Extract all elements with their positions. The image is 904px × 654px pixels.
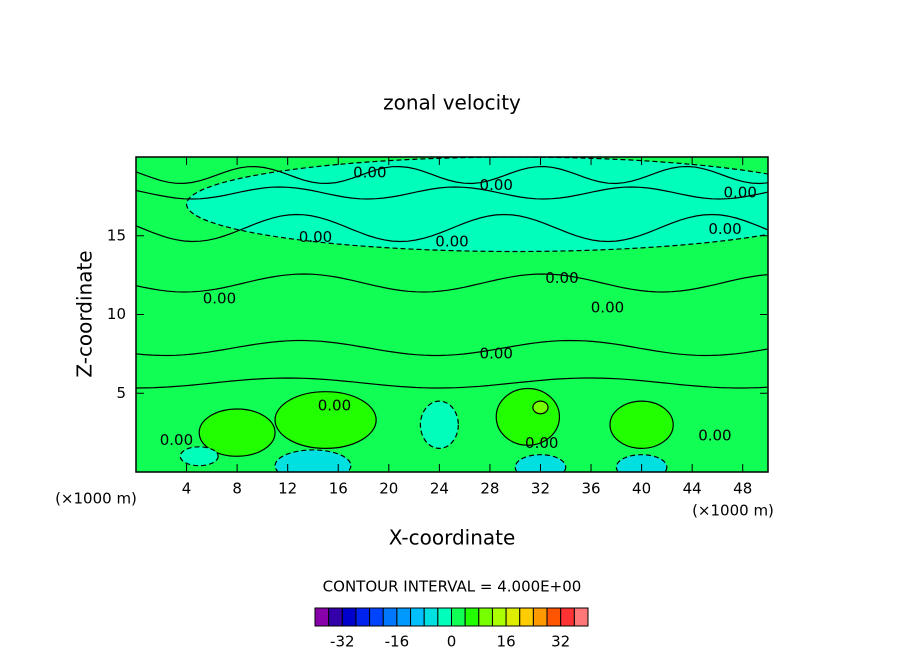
colorbar-swatch (546, 607, 562, 627)
x-tick-label: 12 (278, 480, 297, 498)
y-tick-label: 5 (116, 384, 126, 402)
y-tick-label: 15 (107, 226, 126, 244)
x-tick-label: 8 (232, 480, 242, 498)
colorbar-swatch (560, 607, 575, 627)
colorbar-tick-label: 16 (497, 633, 516, 651)
contour-line (136, 213, 768, 243)
x-tick-label: 28 (480, 480, 499, 498)
x-tick-label: 20 (379, 480, 398, 498)
y-tick-label: 10 (107, 305, 126, 323)
x-unit: (×1000 m) (692, 502, 774, 520)
contour-region (615, 454, 668, 472)
contour-label: 0.00 (480, 344, 513, 362)
colorbar-tick-label: -16 (385, 633, 410, 651)
colorbar-swatch (437, 607, 453, 627)
colorbar-swatch (382, 607, 398, 627)
colorbar-swatch (478, 607, 493, 627)
colorbar-tick-label: -32 (330, 633, 355, 651)
contour-line (136, 273, 768, 293)
chart-title: zonal velocity (383, 91, 521, 115)
contour-region (419, 400, 459, 449)
colorbar-swatch (423, 607, 439, 627)
contour-label: 0.00 (353, 163, 386, 181)
colorbar-swatch (519, 607, 534, 627)
x-tick-label: 36 (581, 480, 600, 498)
contour-line (136, 377, 768, 389)
contour-label: 0.00 (318, 396, 351, 414)
colorbar-swatch (396, 607, 412, 627)
contour-label: 0.00 (723, 184, 756, 202)
contour-interval: CONTOUR INTERVAL = 4.000E+00 (323, 578, 582, 596)
contour-label: 0.00 (525, 434, 558, 452)
x-tick-label: 44 (683, 480, 702, 498)
colorbar-swatch (505, 607, 521, 627)
colorbar-swatch (341, 607, 357, 627)
contour-label: 0.00 (203, 289, 236, 307)
contour-label: 0.00 (480, 176, 513, 194)
colorbar-swatch (410, 607, 425, 627)
x-tick-label: 4 (182, 480, 192, 498)
x-tick-label: 32 (531, 480, 550, 498)
colorbar-swatch (451, 607, 466, 627)
y-axis-label: Z-coordinate (73, 250, 97, 377)
x-tick-label: 48 (733, 480, 752, 498)
contour-region (274, 449, 352, 472)
colorbar-tick-label: 32 (551, 633, 570, 651)
colorbar-swatch (532, 607, 548, 627)
contour-label: 0.00 (708, 220, 741, 238)
contour-region (609, 400, 674, 449)
colorbar-swatch (369, 607, 384, 627)
contour-label: 0.00 (299, 228, 332, 246)
contour-region (274, 391, 377, 449)
colorbar-swatch (328, 607, 343, 627)
x-tick-label: 16 (329, 480, 348, 498)
contour-label: 0.00 (435, 233, 468, 251)
colorbar-swatch (464, 607, 480, 627)
colorbar-swatch (314, 607, 330, 627)
contour-region (186, 157, 768, 253)
contour-label: 0.00 (698, 426, 731, 444)
colorbar-swatch (491, 607, 507, 627)
contour-line (136, 339, 768, 357)
contour-line (136, 165, 768, 185)
x-tick-label: 40 (632, 480, 651, 498)
field: 0.00 0.00 0.00 0.00 0.00 0.00 0.00 0.00 0.00 0.00… (136, 157, 768, 472)
contour-label: 0.00 (160, 431, 193, 449)
colorbar-tick-label: 0 (447, 633, 457, 651)
y-unit: (×1000 m) (55, 490, 137, 508)
colorbar-swatch (573, 607, 589, 627)
contour-region (514, 454, 567, 472)
colorbar-swatch (355, 607, 371, 627)
contour-region (532, 400, 549, 415)
contour-line (136, 186, 768, 200)
x-axis-label: X-coordinate (389, 526, 516, 550)
contour-label: 0.00 (545, 269, 578, 287)
contour-region (198, 408, 276, 457)
contour-label: 0.00 (591, 299, 624, 317)
x-tick-label: 24 (430, 480, 449, 498)
contour-region (179, 446, 219, 467)
